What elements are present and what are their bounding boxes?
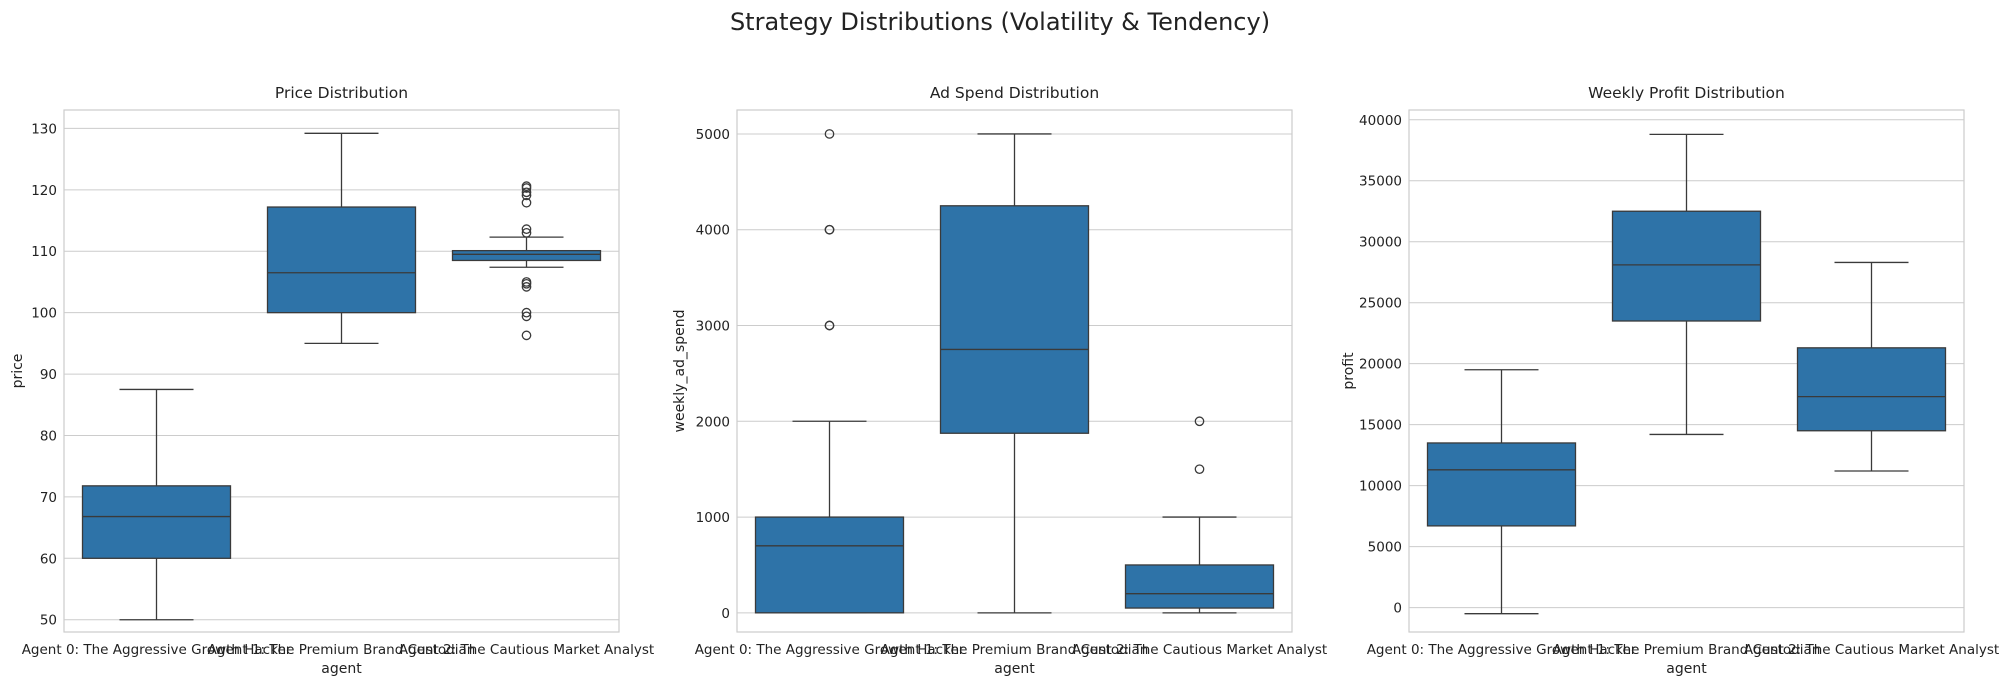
y-tick-label: 30000 <box>1359 235 1402 251</box>
x-tick-label: Agent 2: The Cautious Market Analyst <box>1744 642 1999 658</box>
box-iqr <box>81 485 232 559</box>
y-tick-label: 3000 <box>696 319 730 335</box>
y-axis-label: price <box>10 354 26 389</box>
box-iqr <box>266 206 417 314</box>
y-axis-label: profit <box>1341 352 1357 390</box>
outlier-point <box>824 224 835 235</box>
y-tick-label: 50 <box>40 613 57 629</box>
y-tick-label: 70 <box>40 490 57 506</box>
x-tick-label: Agent 0: The Aggressive Growth Hacker <box>695 642 965 658</box>
box-iqr <box>1611 210 1762 322</box>
x-tick-label: Agent 2: The Cautious Market Analyst <box>399 642 654 658</box>
y-tick-label: 80 <box>40 428 57 444</box>
outlier-point <box>824 129 835 139</box>
box-iqr <box>754 516 905 614</box>
box-iqr <box>939 205 1090 434</box>
plot-frame <box>63 109 620 633</box>
x-tick-label: Agent 1: The Premium Brand Custodian <box>881 642 1149 658</box>
y-tick-label: 100 <box>31 306 57 322</box>
y-tick-label: 35000 <box>1359 174 1402 190</box>
y-tick-label: 10000 <box>1359 479 1402 495</box>
y-tick-label: 15000 <box>1359 418 1402 434</box>
y-tick-label: 0 <box>721 606 730 622</box>
y-tick-label: 4000 <box>696 223 730 239</box>
outlier-point <box>521 224 532 234</box>
panel-title: Price Distribution <box>275 84 408 102</box>
y-tick-label: 5000 <box>696 127 730 143</box>
box-iqr <box>1796 347 1947 432</box>
outlier-point <box>521 330 532 341</box>
y-tick-label: 1000 <box>696 510 730 526</box>
outlier-point <box>521 190 532 201</box>
x-tick-label: Agent 1: The Premium Brand Custodian <box>208 642 476 658</box>
plot-frame <box>1408 109 1965 633</box>
outlier-point <box>1194 464 1205 475</box>
x-tick-label: Agent 2: The Cautious Market Analyst <box>1072 642 1327 658</box>
y-tick-label: 0 <box>1393 601 1402 617</box>
y-tick-label: 60 <box>40 551 57 567</box>
y-tick-label: 20000 <box>1359 357 1402 373</box>
y-tick-label: 120 <box>31 183 57 199</box>
y-tick-label: 2000 <box>696 414 730 430</box>
y-tick-label: 40000 <box>1359 113 1402 129</box>
y-axis-label: weekly_ad_spend <box>672 310 688 433</box>
x-axis-label: agent <box>321 661 362 677</box>
x-tick-label: Agent 0: The Aggressive Growth Hacker <box>1367 642 1637 658</box>
panel-title: Weekly Profit Distribution <box>1588 84 1785 102</box>
plot-frame <box>736 109 1293 633</box>
outlier-point <box>521 311 532 322</box>
outlier-point <box>521 282 532 292</box>
outlier-point <box>824 320 835 331</box>
outlier-point <box>521 187 532 198</box>
y-tick-label: 90 <box>40 367 57 383</box>
x-axis-label: agent <box>1666 661 1707 677</box>
y-tick-label: 110 <box>31 244 57 260</box>
x-tick-label: Agent 1: The Premium Brand Custodian <box>1553 642 1821 658</box>
outlier-point <box>521 227 532 238</box>
box-iqr <box>1124 564 1275 609</box>
box-iqr <box>1426 442 1577 527</box>
y-tick-label: 25000 <box>1359 296 1402 312</box>
outlier-point <box>521 307 532 318</box>
x-tick-label: Agent 0: The Aggressive Growth Hacker <box>22 642 292 658</box>
outlier-point <box>1194 416 1205 427</box>
y-tick-label: 130 <box>31 121 57 137</box>
x-axis-label: agent <box>994 661 1035 677</box>
outlier-point <box>521 181 532 192</box>
figure-title: Strategy Distributions (Volatility & Ten… <box>729 8 1271 36</box>
outlier-point <box>521 277 532 287</box>
box-iqr <box>451 249 602 262</box>
panel-title: Ad Spend Distribution <box>930 84 1099 102</box>
outlier-point <box>521 197 532 208</box>
y-tick-label: 5000 <box>1368 540 1402 556</box>
